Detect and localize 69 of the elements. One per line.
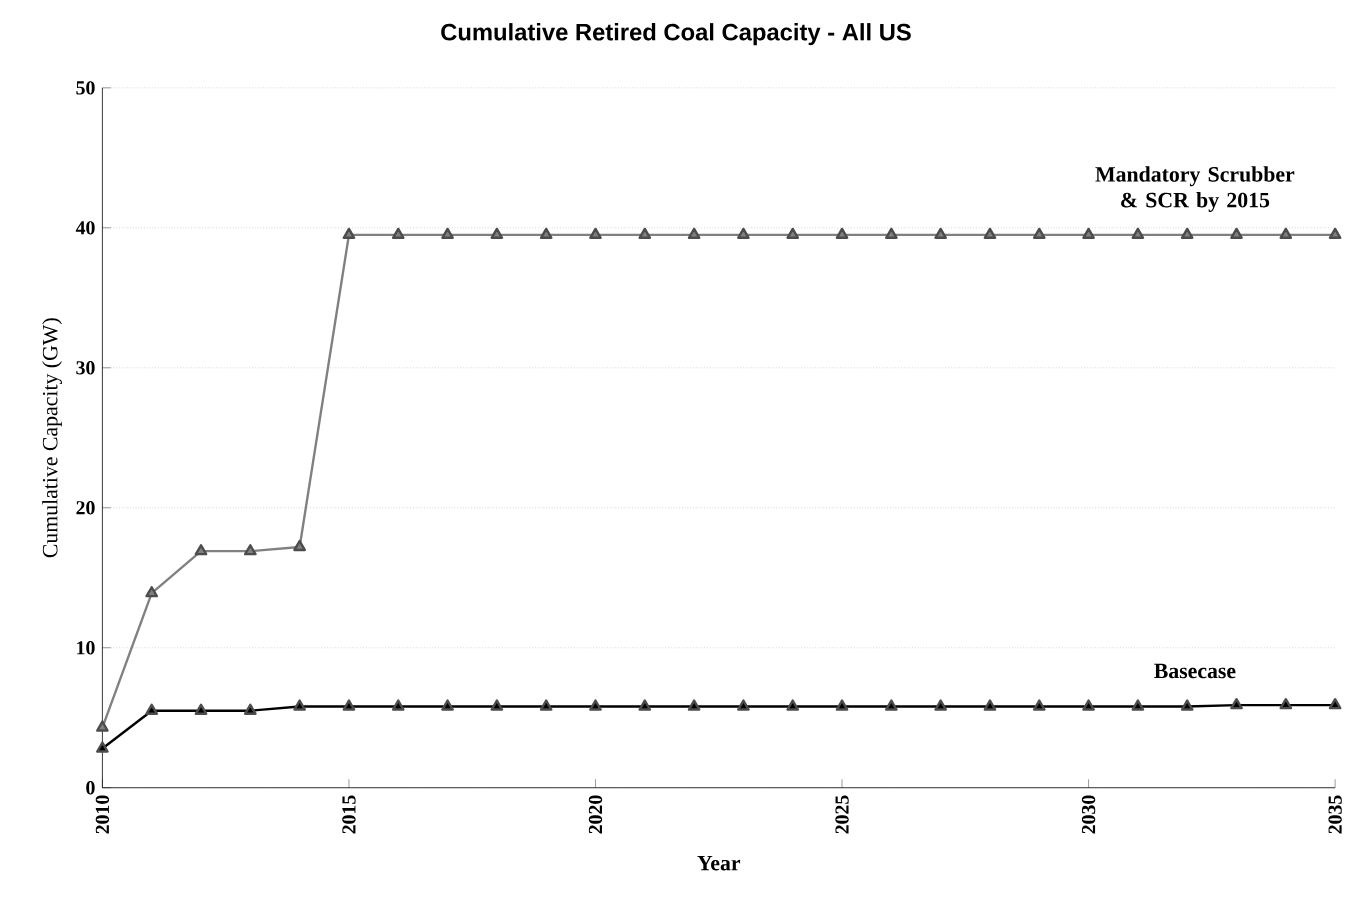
x-tick-label: 2015 (342, 795, 356, 834)
point (391, 699, 405, 711)
point (1279, 698, 1293, 710)
point (441, 227, 454, 239)
point (1131, 699, 1145, 711)
point (1328, 698, 1342, 710)
point (1230, 698, 1243, 710)
y-tick-label: 30 (76, 361, 95, 375)
point (1180, 227, 1194, 239)
point (934, 227, 947, 239)
chart-title: Cumulative Retired Coal Capacity - All US (441, 23, 911, 46)
point (737, 227, 750, 239)
point (145, 703, 159, 715)
point (589, 699, 602, 711)
point (786, 227, 800, 239)
point (1032, 699, 1046, 711)
point (983, 699, 997, 711)
series-label: Mandatory Scrubber & SCR by 2015 (1095, 166, 1295, 212)
point (1180, 699, 1194, 711)
y-axis-title: Cumulative Capacity (GW) (42, 318, 62, 558)
y-tick-label: 10 (77, 641, 95, 655)
point (983, 227, 997, 239)
y-tick-label: 0 (86, 781, 95, 795)
x-tick-label: 2025 (835, 795, 849, 834)
point (243, 703, 257, 715)
point (1279, 227, 1293, 239)
series-label: Basecase (1154, 663, 1236, 679)
x-tick-label: 2020 (588, 795, 603, 834)
point (342, 227, 356, 239)
point (687, 699, 701, 711)
point (1230, 227, 1243, 239)
point (145, 586, 159, 598)
point (293, 539, 306, 552)
y-tick-label: 50 (76, 81, 95, 95)
point (638, 227, 652, 239)
point (1131, 227, 1145, 239)
x-axis-title: Year (697, 855, 741, 871)
point (243, 544, 257, 556)
x-tick-label: 2035 (1328, 795, 1342, 834)
point (539, 227, 553, 239)
point (441, 699, 454, 711)
point (1032, 227, 1046, 239)
point (835, 227, 849, 239)
point (96, 741, 109, 753)
point (539, 699, 553, 711)
point (786, 699, 800, 711)
point (638, 699, 652, 711)
x-tick-label: 2010 (95, 795, 110, 834)
point (1082, 227, 1095, 239)
point (737, 699, 750, 711)
point (194, 703, 208, 715)
point (589, 227, 602, 239)
point (934, 699, 947, 711)
point (96, 720, 109, 732)
x-tick-label: 2030 (1081, 795, 1096, 834)
point (885, 699, 898, 711)
point (194, 544, 208, 556)
point (1082, 699, 1095, 711)
point (490, 699, 504, 711)
point (391, 227, 405, 239)
point (687, 227, 701, 239)
y-tick-label: 20 (76, 501, 95, 515)
y-tick-label: 40 (75, 221, 95, 235)
point (835, 699, 849, 711)
point (490, 227, 504, 239)
point (293, 699, 306, 711)
point (342, 699, 356, 711)
point (885, 227, 898, 239)
point (1328, 227, 1342, 239)
